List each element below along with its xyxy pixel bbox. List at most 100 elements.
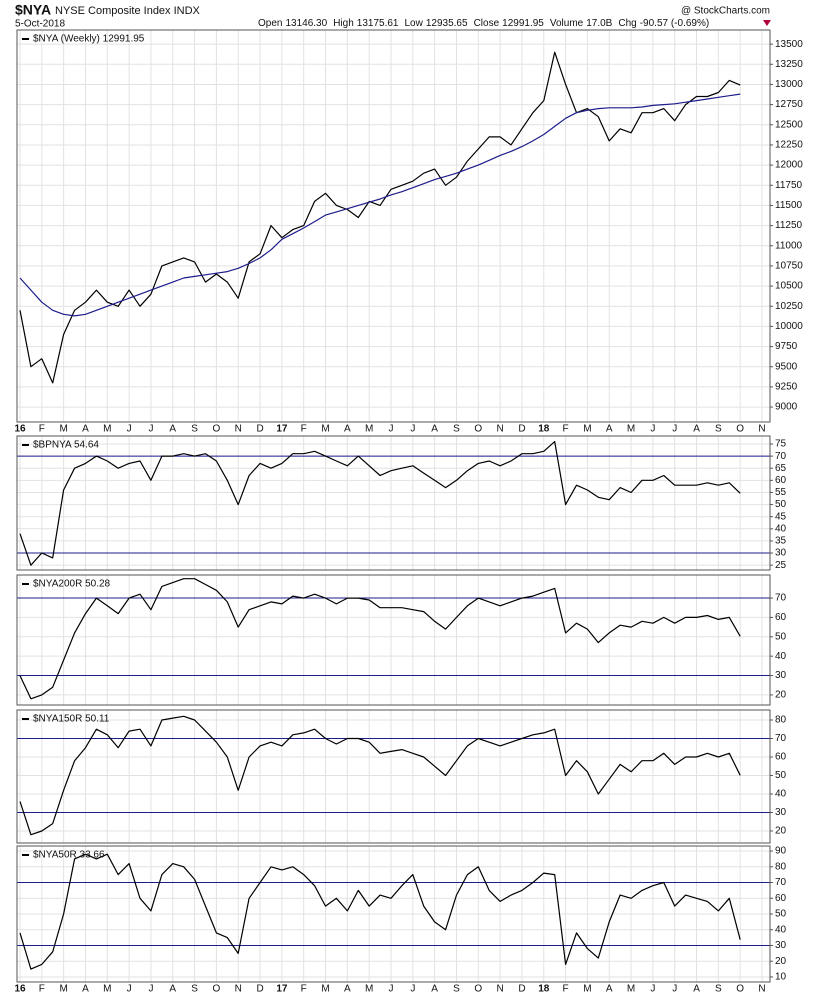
date: 5-Oct-2018: [15, 19, 65, 30]
x-tick-label: S: [715, 424, 722, 435]
y-tick-label: 13500: [775, 39, 803, 50]
x-tick-label: N: [758, 984, 765, 995]
x-tick-label: J: [127, 424, 132, 435]
y-tick-label: 75: [775, 439, 787, 450]
x-tick-label: M: [627, 424, 635, 435]
quote-label: Volume: [550, 18, 584, 29]
y-tick-label: 10500: [775, 281, 803, 292]
x-tick-label: A: [169, 984, 176, 995]
down-arrow: [763, 20, 771, 26]
x-tick-label: M: [583, 984, 591, 995]
y-tick-label: 12250: [775, 140, 803, 151]
x-tick-label: 18: [538, 984, 550, 995]
x-tick-label: J: [127, 984, 132, 995]
x-tick-label: A: [606, 424, 613, 435]
x-tick-label: D: [256, 984, 263, 995]
x-tick-label: N: [497, 984, 504, 995]
y-tick-label: 30: [775, 670, 787, 681]
y-tick-label: 60: [775, 752, 787, 763]
x-tick-label: J: [650, 424, 655, 435]
y-tick-label: 9500: [775, 361, 798, 372]
x-tick-label: 17: [276, 984, 288, 995]
x-tick-label: D: [518, 984, 525, 995]
x-tick-label: J: [389, 984, 394, 995]
y-tick-label: 20: [775, 956, 787, 967]
y-tick-label: 25: [775, 560, 787, 571]
y-tick-label: 10000: [775, 321, 803, 332]
x-tick-label: O: [213, 984, 221, 995]
moving-average: [19, 93, 741, 317]
y-tick-label: 10250: [775, 301, 803, 312]
x-tick-label: A: [169, 424, 176, 435]
x-tick-label: S: [191, 424, 198, 435]
panel-frame: [16, 435, 771, 571]
quote-value: 12991.95: [502, 18, 544, 29]
x-tick-label: J: [650, 984, 655, 995]
x-tick-label: J: [672, 984, 677, 995]
legend-label: $NYA200R 50.28: [33, 579, 111, 590]
y-tick-label: 40: [775, 924, 787, 935]
y-tick-label: 12000: [775, 160, 803, 171]
quote-value: 13175.61: [357, 18, 399, 29]
panel-frame: [16, 29, 771, 423]
y-tick-label: 70: [775, 877, 787, 888]
x-tick-label: A: [344, 984, 351, 995]
y-tick-label: 10: [775, 972, 787, 983]
y-tick-label: 60: [775, 612, 787, 623]
x-tick-label: D: [518, 424, 525, 435]
y-tick-label: 13000: [775, 79, 803, 90]
y-tick-label: 70: [775, 593, 787, 604]
quote-value: 12935.65: [426, 18, 468, 29]
x-tick-label: O: [736, 984, 744, 995]
x-tick-label: A: [344, 424, 351, 435]
symbol: $NYA: [15, 2, 51, 18]
y-tick-label: 13250: [775, 59, 803, 70]
quote-label: Open: [258, 18, 282, 29]
x-tick-label: O: [474, 984, 482, 995]
x-tick-label: M: [59, 424, 67, 435]
price-line: [19, 715, 741, 836]
x-tick-label: M: [365, 424, 373, 435]
quote-value: -90.57 (-0.69%): [640, 18, 709, 29]
x-tick-label: J: [148, 424, 153, 435]
y-tick-label: 11250: [775, 220, 803, 231]
y-tick-label: 65: [775, 463, 787, 474]
x-tick-label: F: [39, 424, 45, 435]
x-tick-label: A: [82, 984, 89, 995]
x-tick-label: M: [321, 984, 329, 995]
x-tick-label: F: [563, 424, 569, 435]
x-tick-label: M: [365, 984, 373, 995]
y-tick-label: 30: [775, 548, 787, 559]
x-tick-label: A: [693, 424, 700, 435]
x-tick-label: F: [39, 984, 45, 995]
x-tick-label: M: [103, 984, 111, 995]
panel-frame: [16, 845, 771, 983]
price-line: [19, 578, 741, 700]
legend-label: $NYA50R 33.66: [33, 850, 105, 861]
y-tick-label: 80: [775, 715, 787, 726]
legend-label: $BPNYA 54.64: [33, 440, 99, 451]
x-tick-label: M: [321, 424, 329, 435]
x-tick-label: N: [497, 424, 504, 435]
y-tick-label: 50: [775, 909, 787, 920]
x-tick-label: 17: [276, 424, 288, 435]
x-tick-label: A: [431, 424, 438, 435]
x-tick-label: M: [627, 984, 635, 995]
y-tick-label: 40: [775, 651, 787, 662]
x-tick-label: N: [235, 424, 242, 435]
y-tick-label: 40: [775, 789, 787, 800]
x-tick-label: S: [191, 984, 198, 995]
y-tick-label: 80: [775, 861, 787, 872]
x-tick-label: F: [563, 984, 569, 995]
y-tick-label: 11500: [775, 200, 803, 211]
x-tick-label: J: [410, 424, 415, 435]
x-tick-label: D: [256, 424, 263, 435]
x-tick-label: M: [103, 424, 111, 435]
x-tick-label: O: [736, 424, 744, 435]
x-tick-label: M: [583, 424, 591, 435]
x-tick-label: F: [301, 424, 307, 435]
quote: Open 13146.30 High 13175.61 Low 12935.65 Close…: [258, 18, 709, 29]
x-tick-label: S: [715, 984, 722, 995]
y-tick-label: 20: [775, 690, 787, 701]
y-tick-label: 50: [775, 499, 787, 510]
